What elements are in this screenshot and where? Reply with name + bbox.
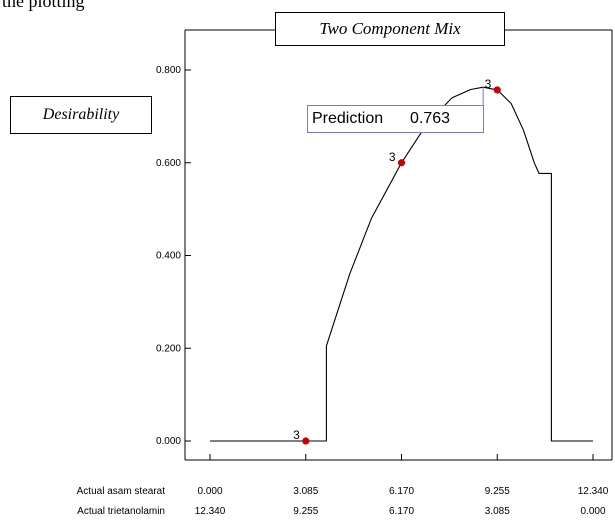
x-tick-label: 0.000 <box>197 486 222 497</box>
design-point-label: 3 <box>293 428 300 442</box>
x-tick-label: 3.085 <box>485 506 510 517</box>
x-tick-label: 12.340 <box>578 486 609 497</box>
y-tick-label: 0.000 <box>156 436 181 447</box>
x-row-label: Actual asam stearat <box>77 486 166 497</box>
x-axis: Actual asam stearat 0.000 3.085 6.170 9.255 1… <box>77 454 609 517</box>
series-layer <box>210 86 593 442</box>
design-point <box>302 437 310 445</box>
x-row-label: Actual trietanolamin <box>77 506 165 517</box>
chart-title: Two Component Mix <box>275 12 505 46</box>
design-point-label: 3 <box>389 150 396 164</box>
y-axis: 0.000 0.200 0.400 0.600 0.800 <box>156 65 191 447</box>
y-tick-label: 0.600 <box>156 158 181 169</box>
y-tick-label: 0.800 <box>156 65 181 76</box>
y-tick-label: 0.400 <box>156 251 181 262</box>
x-tick-label: 9.255 <box>485 486 510 497</box>
y-tick-label: 0.200 <box>156 343 181 354</box>
y-axis-label: Desirability <box>10 96 152 134</box>
points-layer: 3 3 3 <box>293 77 501 445</box>
design-point <box>493 86 501 94</box>
top-cut-text: the plotting <box>2 0 85 11</box>
x-tick-label: 9.255 <box>293 506 318 517</box>
design-point <box>397 159 406 167</box>
x-tick-label: 6.170 <box>389 486 414 497</box>
plot-frame <box>184 29 613 461</box>
desirability-line <box>210 86 593 442</box>
x-tick-label: 6.170 <box>389 506 414 517</box>
prediction-box: Prediction 0.763 <box>307 105 484 133</box>
x-tick-label: 3.085 <box>293 486 318 497</box>
x-tick-label: 12.340 <box>195 506 226 517</box>
prediction-value: 0.763 <box>410 110 451 127</box>
prediction-label: Prediction <box>312 110 384 127</box>
design-point-label: 3 <box>485 77 492 91</box>
x-tick-label: 0.000 <box>580 506 605 517</box>
